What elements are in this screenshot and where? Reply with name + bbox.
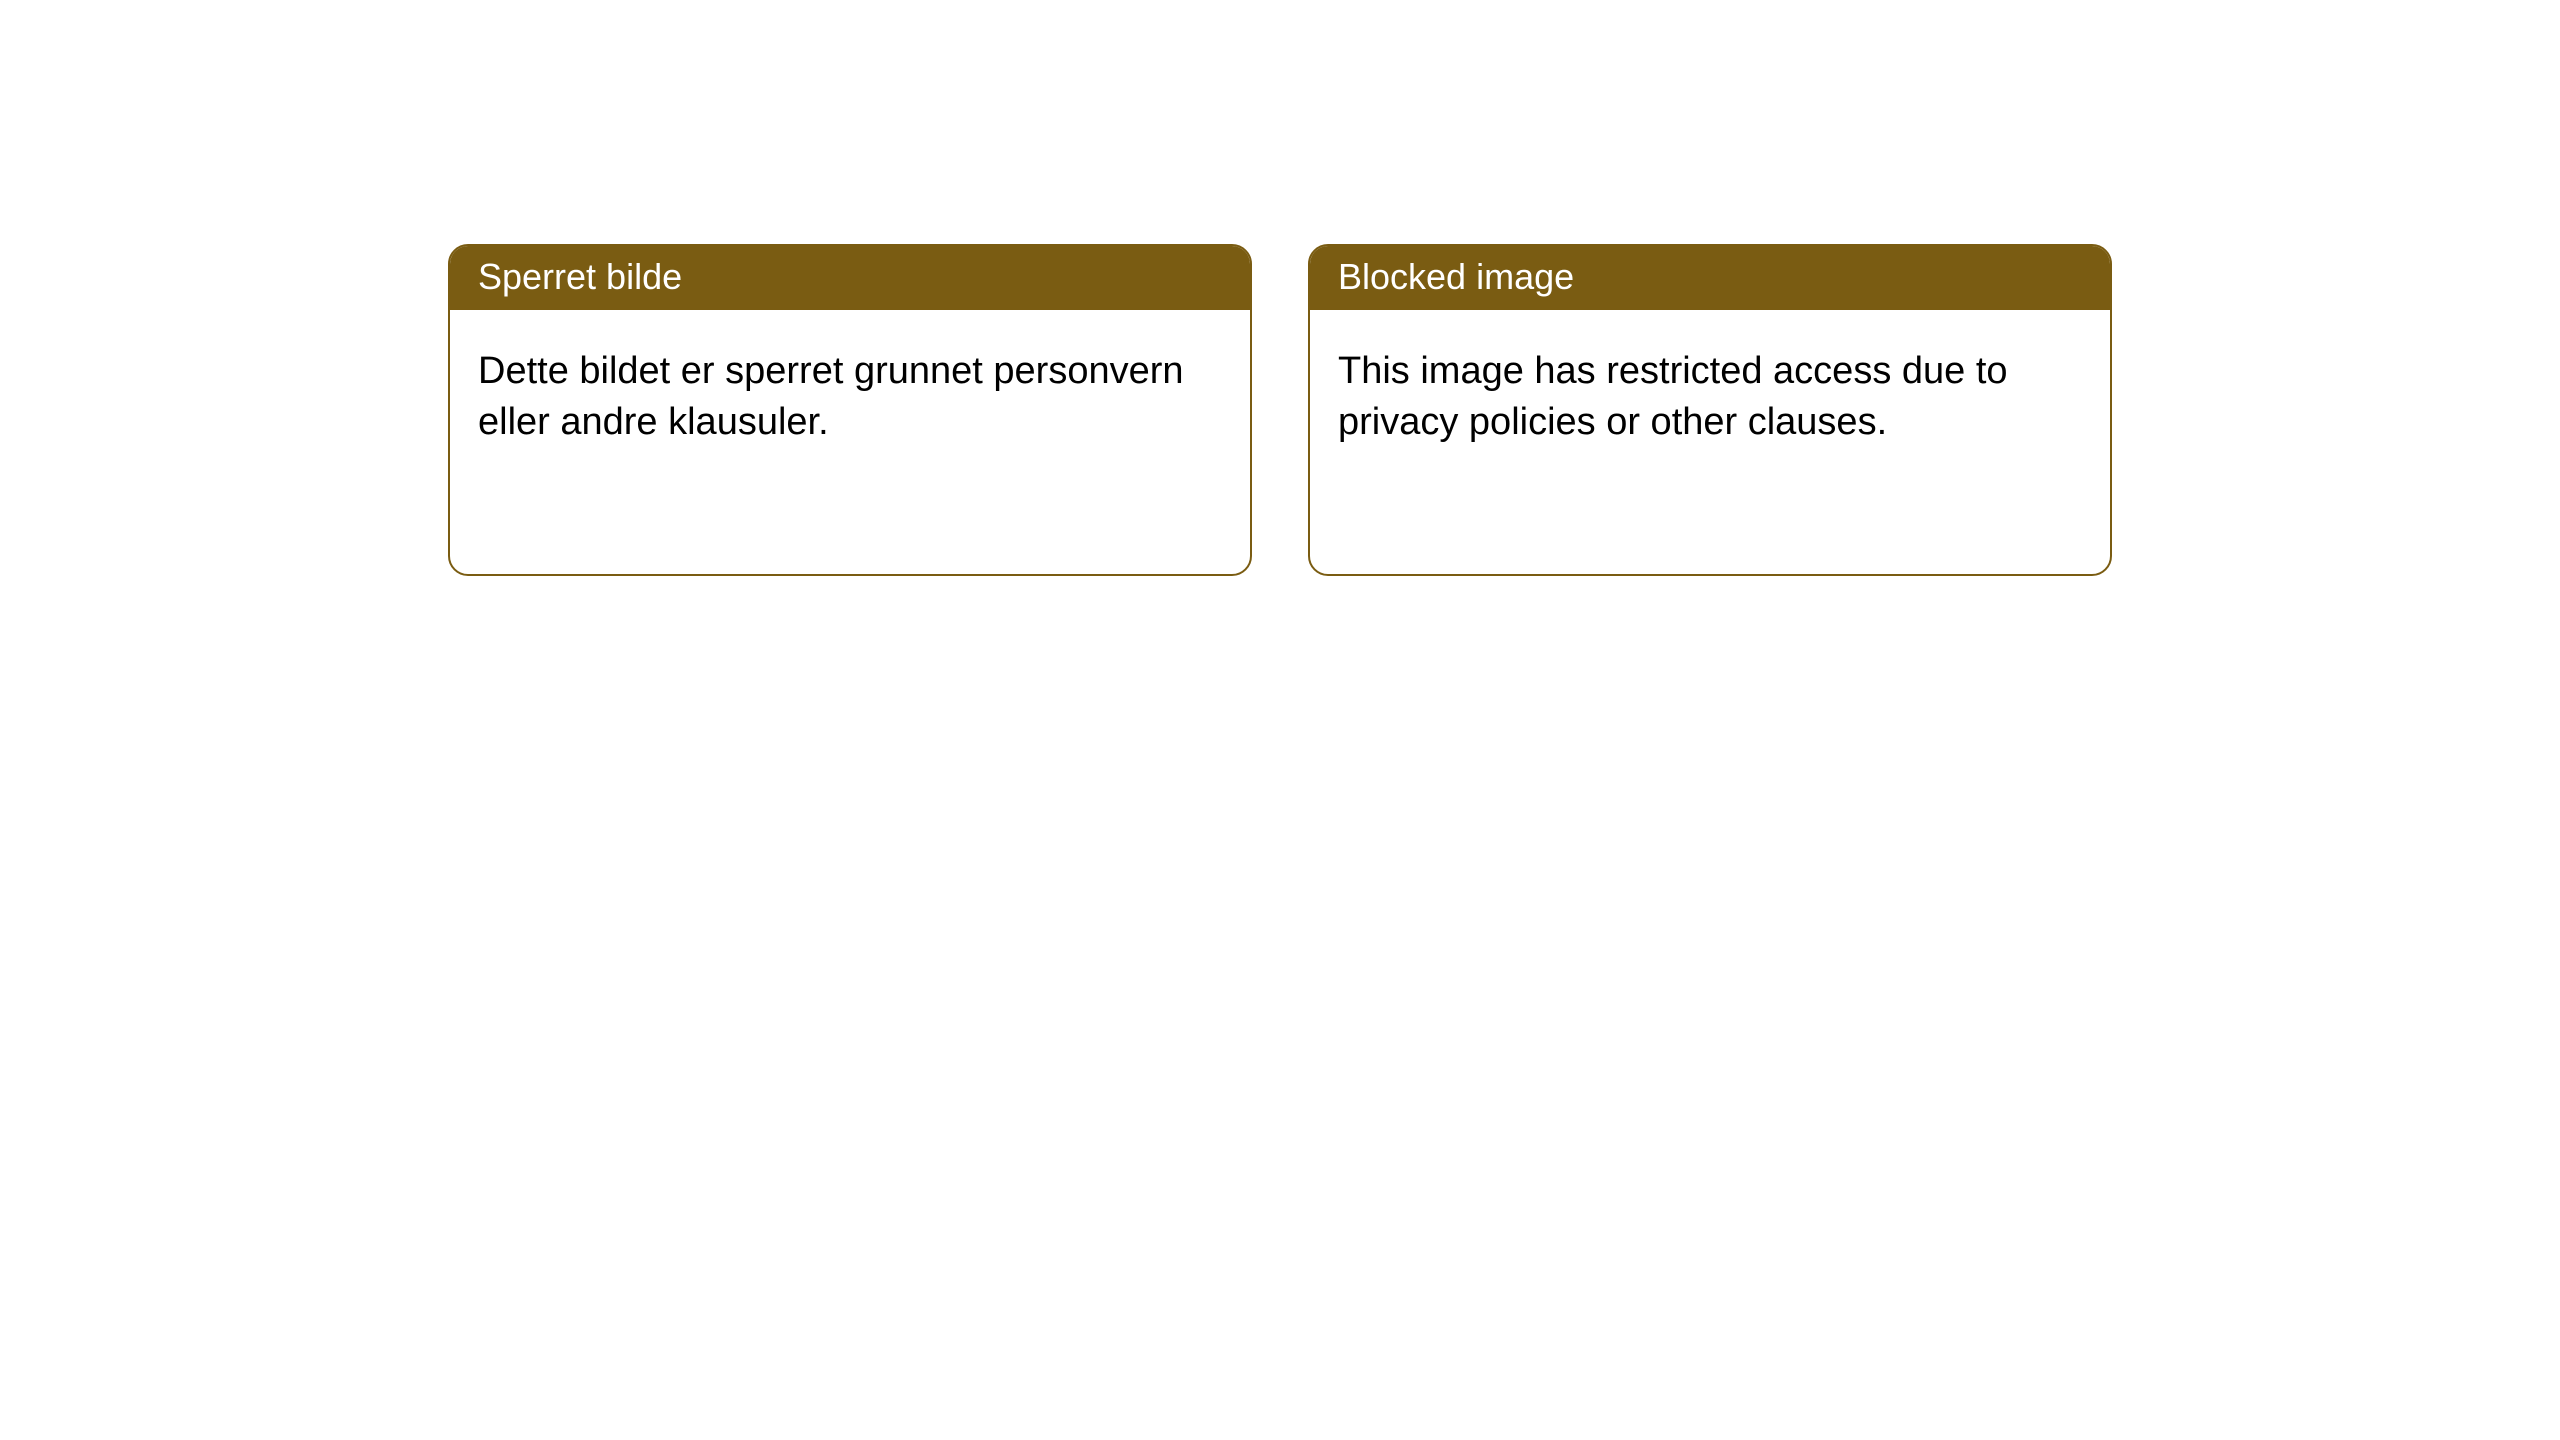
card-header: Blocked image [1310, 246, 2110, 310]
card-message: This image has restricted access due to … [1338, 350, 2008, 443]
card-title: Sperret bilde [478, 256, 682, 297]
notice-container: Sperret bilde Dette bildet er sperret gr… [0, 0, 2560, 576]
card-body: This image has restricted access due to … [1310, 310, 2110, 485]
card-body: Dette bildet er sperret grunnet personve… [450, 310, 1250, 485]
blocked-image-card-en: Blocked image This image has restricted … [1308, 244, 2112, 576]
blocked-image-card-no: Sperret bilde Dette bildet er sperret gr… [448, 244, 1252, 576]
card-message: Dette bildet er sperret grunnet personve… [478, 350, 1184, 443]
card-title: Blocked image [1338, 256, 1574, 297]
card-header: Sperret bilde [450, 246, 1250, 310]
